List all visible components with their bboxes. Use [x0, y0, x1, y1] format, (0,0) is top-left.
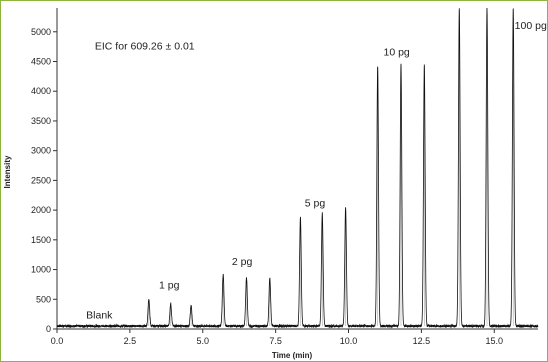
annotation-layer: EIC for 609.26 ± 0.01 Blank 1 pg 2 pg 5 pg 10… [86, 20, 547, 321]
y-tick-label: 1000 [31, 265, 51, 275]
chart-axes: 0 500 1000 1500 2000 2500 3000 3500 4000 4500 5000… [31, 8, 538, 346]
x-tick-label: 12.5 [413, 336, 431, 346]
annotation-1: EIC for 609.26 ± 0.01 [95, 41, 195, 53]
x-tick-label: 7.5 [269, 336, 282, 346]
annotation-5: 5 pg [305, 198, 326, 210]
x-tick-label: 5.0 [196, 336, 209, 346]
x-tick-label: 10.0 [340, 336, 358, 346]
y-tick-label: 3000 [31, 146, 51, 156]
y-tick-label: 1500 [31, 235, 51, 245]
x-tick-label: 2.5 [124, 336, 137, 346]
y-tick-label: 4500 [31, 57, 51, 67]
x-tick-label: 15.0 [486, 336, 504, 346]
y-tick-label: 2500 [31, 175, 51, 185]
annotation-6: 10 pg [383, 47, 409, 59]
y-tick-label: 4000 [31, 86, 51, 96]
annotation-7: 100 pg [515, 20, 547, 32]
y-axis-title: Intensity [3, 155, 12, 188]
annotation-4: 2 pg [232, 256, 253, 268]
y-tick-label: 3500 [31, 116, 51, 126]
annotation-3: 1 pg [159, 280, 180, 292]
y-tick-label: 5000 [31, 27, 51, 37]
x-tick-label: 0.0 [51, 336, 64, 346]
annotation-2: Blank [86, 309, 113, 321]
y-tick-label: 2000 [31, 205, 51, 215]
y-tick-label: 0 [46, 324, 51, 334]
y-tick-label: 500 [36, 294, 51, 304]
x-axis-title: Time (min) [272, 351, 313, 360]
eic-trace [56, 7, 539, 329]
trace-layer [56, 7, 539, 329]
